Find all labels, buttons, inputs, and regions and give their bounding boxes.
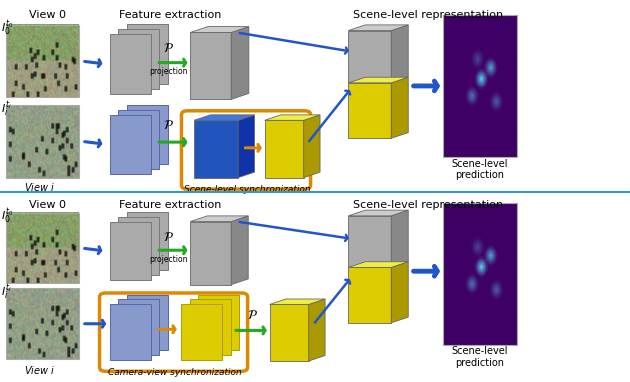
Polygon shape	[348, 77, 408, 83]
Text: Scene-level
prediction: Scene-level prediction	[452, 346, 508, 368]
Bar	[110, 115, 151, 174]
Polygon shape	[348, 83, 391, 138]
Polygon shape	[190, 222, 231, 285]
Polygon shape	[391, 262, 408, 323]
Text: projection: projection	[149, 67, 188, 76]
Text: $I_0^{t_0}$: $I_0^{t_0}$	[1, 207, 13, 227]
Text: Feature extraction: Feature extraction	[119, 10, 221, 19]
Polygon shape	[194, 115, 255, 120]
Polygon shape	[265, 120, 304, 178]
Bar	[6, 288, 79, 359]
Polygon shape	[238, 115, 255, 178]
Text: View 0: View 0	[29, 200, 66, 210]
Bar	[127, 212, 168, 270]
FancyBboxPatch shape	[100, 293, 248, 371]
Polygon shape	[348, 267, 391, 323]
Text: View $i$: View $i$	[24, 181, 55, 193]
Polygon shape	[391, 25, 408, 82]
Bar	[6, 213, 79, 283]
Bar	[198, 295, 239, 350]
Bar	[6, 25, 79, 97]
Polygon shape	[190, 32, 231, 99]
Bar	[190, 299, 231, 355]
Polygon shape	[348, 216, 391, 267]
Polygon shape	[190, 27, 249, 32]
Polygon shape	[391, 210, 408, 267]
Polygon shape	[348, 25, 408, 31]
Bar	[181, 304, 222, 360]
Text: Feature extraction: Feature extraction	[119, 200, 221, 210]
Text: Scene-level
prediction: Scene-level prediction	[452, 159, 508, 180]
Text: projection: projection	[149, 255, 188, 264]
Text: $I_i^{t_i}$: $I_i^{t_i}$	[1, 99, 12, 119]
Text: $\mathcal{P}$: $\mathcal{P}$	[246, 309, 258, 322]
Text: $\mathcal{P}$: $\mathcal{P}$	[163, 231, 175, 244]
Polygon shape	[194, 120, 238, 178]
Polygon shape	[231, 27, 249, 99]
Text: Scene-level representation: Scene-level representation	[353, 10, 503, 19]
Polygon shape	[270, 304, 309, 361]
Bar	[110, 304, 151, 360]
Bar	[118, 110, 159, 169]
Polygon shape	[270, 299, 325, 304]
Bar	[118, 29, 159, 89]
Text: Camera-view synchronization: Camera-view synchronization	[108, 368, 242, 377]
Polygon shape	[391, 77, 408, 138]
Text: $\mathcal{P}$: $\mathcal{P}$	[163, 42, 175, 55]
Bar	[110, 34, 151, 94]
Polygon shape	[348, 262, 408, 267]
Bar	[110, 222, 151, 280]
Text: $I_i^{t_i}$: $I_i^{t_i}$	[1, 282, 12, 302]
Polygon shape	[348, 31, 391, 82]
Text: $\mathcal{P}$: $\mathcal{P}$	[163, 119, 175, 132]
Polygon shape	[348, 210, 408, 216]
Text: Scene-level representation: Scene-level representation	[353, 200, 503, 210]
Bar	[127, 295, 168, 350]
Text: Scene-level synchronization: Scene-level synchronization	[184, 185, 310, 194]
Polygon shape	[265, 115, 320, 120]
Bar	[443, 15, 517, 157]
Polygon shape	[231, 216, 248, 285]
FancyBboxPatch shape	[181, 111, 311, 189]
Text: View $i$: View $i$	[24, 364, 55, 376]
Bar	[127, 24, 168, 84]
Bar	[443, 203, 517, 345]
Polygon shape	[309, 299, 325, 361]
Bar	[118, 299, 159, 355]
Polygon shape	[304, 115, 320, 178]
Bar	[6, 105, 79, 178]
Bar	[118, 217, 159, 275]
Text: $I_0^{t_0}$: $I_0^{t_0}$	[1, 19, 13, 39]
Polygon shape	[190, 216, 248, 222]
Text: View 0: View 0	[29, 10, 66, 19]
Bar	[127, 105, 168, 164]
